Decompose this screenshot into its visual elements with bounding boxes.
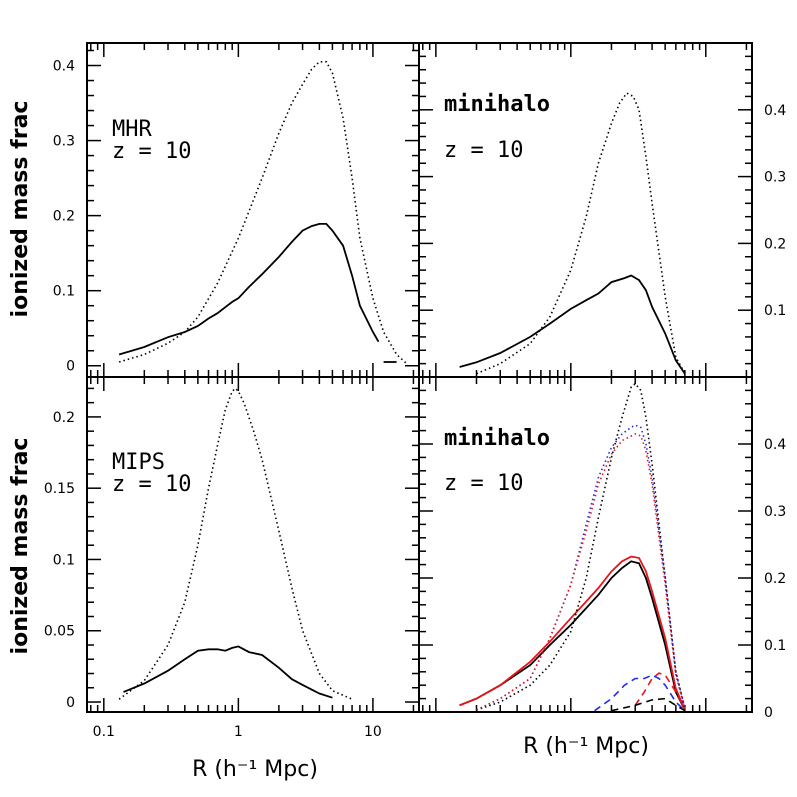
y-tick-label: 0.3 bbox=[764, 170, 786, 186]
x-axis-title-left: R (h⁻¹ Mpc) bbox=[192, 757, 318, 782]
y-tick-label: 0.2 bbox=[764, 571, 786, 587]
series-line-dotted bbox=[476, 424, 686, 711]
y-tick-label: 0.2 bbox=[53, 410, 75, 426]
series-line-solid bbox=[118, 222, 380, 356]
y-tick-label: 0.3 bbox=[53, 134, 75, 150]
y-tick-label: 0.1 bbox=[53, 552, 75, 568]
y-tick-label: 0.05 bbox=[44, 624, 75, 640]
y-tick-label: 0 bbox=[764, 705, 773, 721]
y-tick-label: 0.3 bbox=[764, 504, 786, 520]
y-tick-label: 0.2 bbox=[53, 209, 75, 225]
x-tick-label: 0.1 bbox=[93, 724, 115, 740]
panel-frame bbox=[86, 42, 420, 378]
y-tick-label: 0 bbox=[66, 359, 75, 375]
panel-label-model: minihalo bbox=[444, 92, 550, 117]
panel-frame bbox=[418, 376, 753, 713]
y-axis-title-top: ionized mass frac bbox=[8, 101, 33, 318]
series-line-dotted bbox=[476, 382, 686, 711]
x-tick-label: 10 bbox=[364, 724, 382, 740]
y-tick-label: 0 bbox=[66, 695, 75, 711]
y-tick-label: 0.1 bbox=[53, 284, 75, 300]
series-line-dotted bbox=[476, 433, 686, 711]
series-line-solid bbox=[459, 555, 686, 711]
panel-label-redshift: z = 10 bbox=[112, 472, 191, 497]
series-line-dotted bbox=[476, 92, 686, 375]
x-tick-label: 1 bbox=[234, 724, 243, 740]
panel-label-model: MIPS bbox=[112, 450, 165, 475]
y-tick-label: 0.15 bbox=[44, 481, 75, 497]
series-line-dotted bbox=[118, 60, 408, 365]
panel-label-redshift: z = 10 bbox=[444, 138, 523, 163]
series-line-dashed bbox=[594, 674, 686, 712]
panel-label-redshift: z = 10 bbox=[444, 471, 523, 496]
series-line-solid bbox=[459, 560, 686, 711]
y-tick-label: 0.1 bbox=[764, 638, 786, 654]
series-line-dotted bbox=[118, 387, 353, 700]
series-line-solid bbox=[459, 274, 686, 375]
panel-label-model: MHR bbox=[112, 117, 152, 142]
series-line-dashed bbox=[611, 697, 686, 712]
panel-label-redshift: z = 10 bbox=[112, 139, 191, 164]
panel-bottom-right: 0 0.1 0.2 0.3 0.4 minihalo z = 10 bbox=[418, 376, 786, 721]
y-tick-label: 0.4 bbox=[764, 437, 786, 453]
y-tick-label: 0.1 bbox=[764, 303, 786, 319]
panel-label-model: minihalo bbox=[444, 426, 550, 451]
y-tick-label: 0.4 bbox=[764, 103, 786, 119]
y-axis-title-bottom: ionized mass frac bbox=[8, 438, 33, 655]
series-line-solid bbox=[123, 645, 333, 699]
series-line-dashed bbox=[634, 672, 686, 709]
panel-top-right: 0.1 0.2 0.3 0.4 minihalo z = 10 bbox=[418, 42, 786, 378]
y-tick-label: 0.4 bbox=[53, 59, 75, 75]
y-tick-label: 0.2 bbox=[764, 236, 786, 252]
x-axis-title-right: R (h⁻¹ Mpc) bbox=[523, 734, 649, 759]
